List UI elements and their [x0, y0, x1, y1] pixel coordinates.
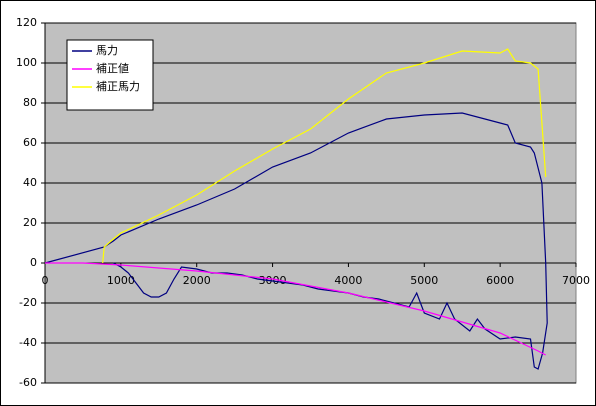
series-line [45, 262, 546, 356]
y-tick-label: 120 [16, 16, 37, 29]
y-tick-label: 80 [23, 96, 37, 109]
y-tick-label: 40 [23, 176, 37, 189]
x-tick-label: 1000 [107, 274, 135, 287]
x-tick-label: 2000 [183, 274, 211, 287]
legend-label: 補正値 [96, 62, 129, 75]
y-tick-label: -60 [19, 376, 37, 389]
series-line [102, 48, 547, 264]
y-tick-label: 20 [23, 216, 37, 229]
x-tick-label: 5000 [410, 274, 438, 287]
series-line [44, 112, 548, 370]
y-tick-label: 0 [30, 256, 37, 269]
x-tick-label: 0 [42, 274, 49, 287]
legend-label: 補正馬力 [96, 80, 140, 93]
x-tick-label: 4000 [334, 274, 362, 287]
x-tick-label: 6000 [486, 274, 514, 287]
y-tick-label: 100 [16, 56, 37, 69]
x-tick-label: 7000 [562, 274, 590, 287]
y-tick-label: -20 [19, 296, 37, 309]
y-tick-label: 60 [23, 136, 37, 149]
legend-label: 馬力 [96, 44, 118, 57]
y-tick-label: -40 [19, 336, 37, 349]
